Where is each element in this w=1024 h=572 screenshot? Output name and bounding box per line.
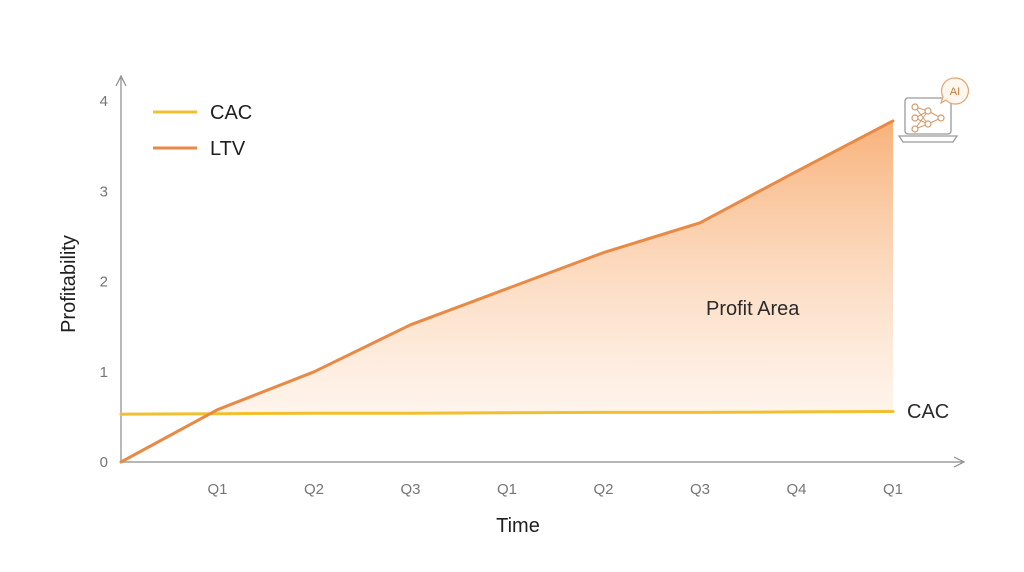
- x-ticks: Q1 Q2 Q3 Q1 Q2 Q3 Q4 Q1: [207, 481, 903, 498]
- x-tick-label: Q2: [593, 481, 613, 498]
- x-tick-label: Q4: [786, 481, 806, 498]
- y-axis-arrow: [115, 74, 127, 87]
- ltv-series-line: [119, 119, 895, 464]
- y-tick-label: 1: [100, 364, 108, 381]
- cac-end-label: CAC: [907, 401, 949, 423]
- ai-laptop-icon: AI: [897, 77, 969, 143]
- profit-area: [209, 120, 893, 414]
- x-tick-label: Q1: [497, 481, 517, 498]
- y-tick-label: 2: [100, 274, 108, 291]
- axes: [115, 74, 966, 468]
- x-tick-label: Q3: [690, 481, 710, 498]
- legend-label-cac: CAC: [210, 102, 252, 124]
- cac-series-line: [119, 410, 895, 416]
- x-tick-label: Q1: [207, 481, 227, 498]
- y-tick-label: 0: [100, 454, 108, 471]
- y-tick-label: 3: [100, 183, 108, 200]
- x-axis-arrow: [953, 456, 966, 468]
- y-tick-label: 4: [100, 93, 108, 110]
- x-axis-title: Time: [496, 515, 540, 537]
- ai-badge-text: AI: [950, 86, 960, 98]
- x-tick-label: Q3: [400, 481, 420, 498]
- legend: CAC LTV: [153, 102, 252, 160]
- profit-area-label: Profit Area: [706, 298, 800, 320]
- x-tick-label: Q1: [883, 481, 903, 498]
- legend-label-ltv: LTV: [210, 138, 246, 160]
- ai-badge: AI: [939, 77, 969, 105]
- legend-item-ltv: LTV: [153, 138, 246, 160]
- y-ticks: 0 1 2 3 4: [100, 93, 108, 471]
- y-axis-title: Profitability: [58, 235, 80, 333]
- x-tick-label: Q2: [304, 481, 324, 498]
- legend-item-cac: CAC: [153, 102, 252, 124]
